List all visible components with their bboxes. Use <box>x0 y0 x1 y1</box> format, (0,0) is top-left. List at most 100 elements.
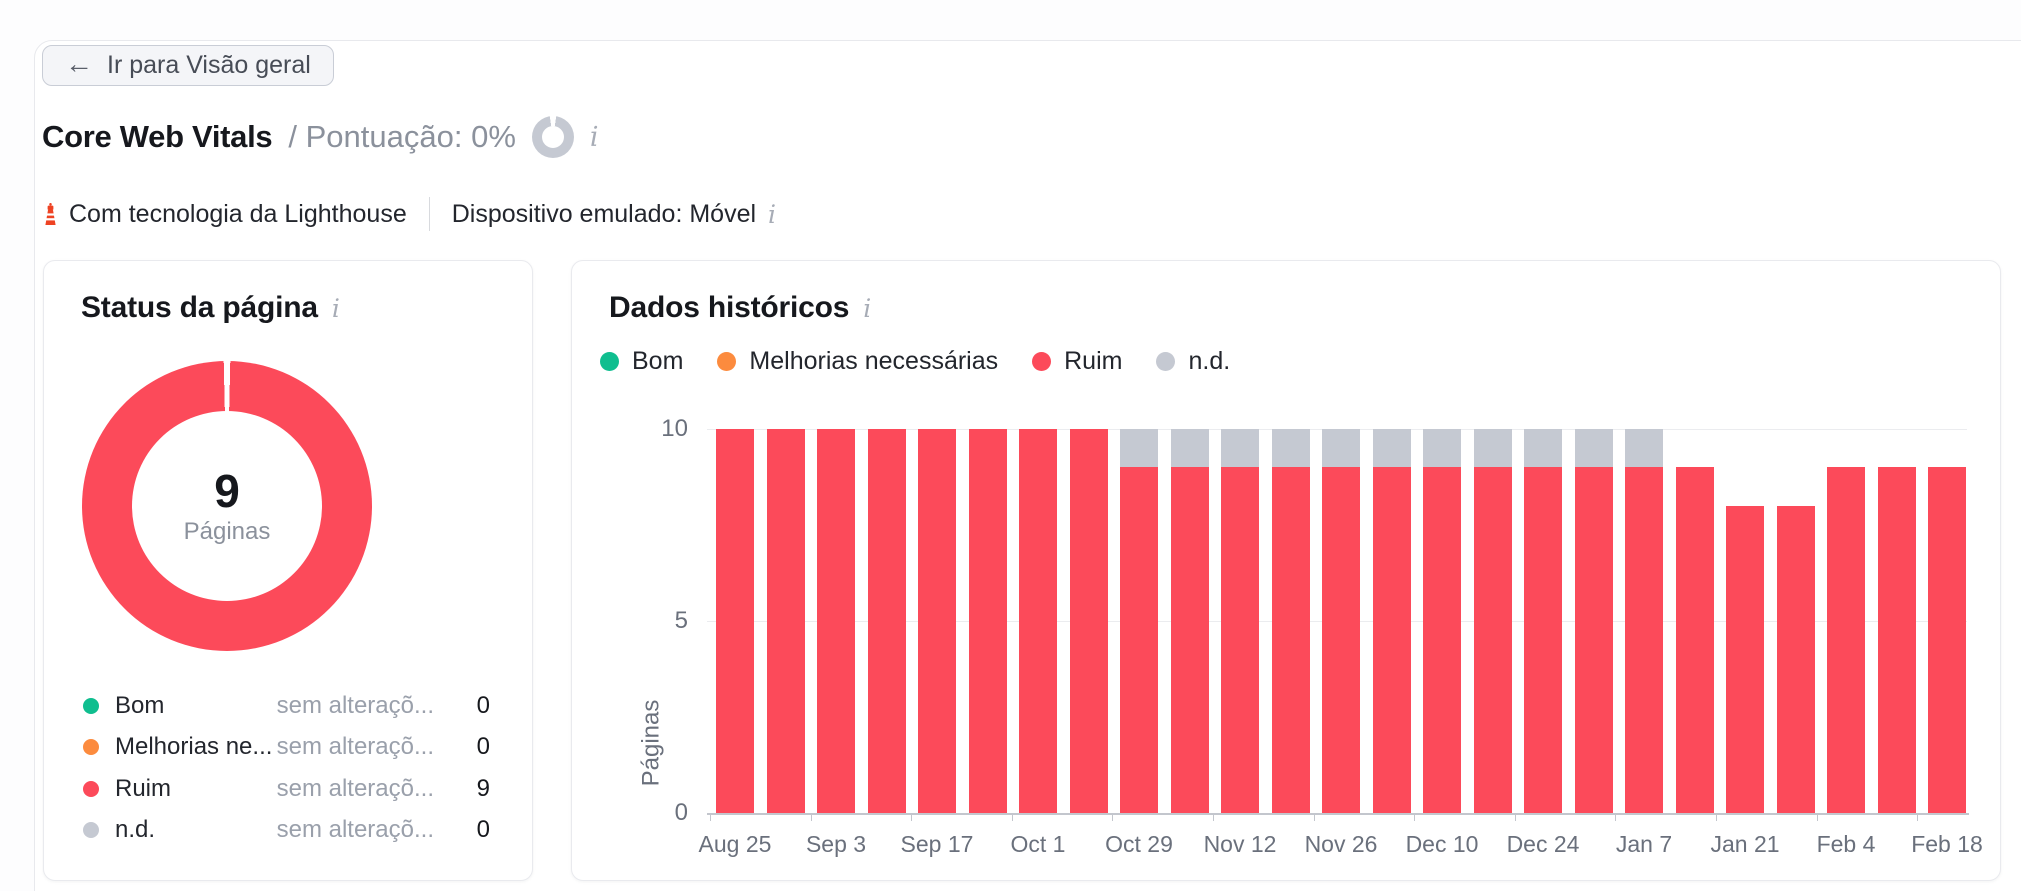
x-axis-tick <box>1213 813 1214 821</box>
bar-column[interactable] <box>817 429 855 813</box>
legend-change: sem alteraçõ... <box>276 774 434 802</box>
x-axis-label: Nov 12 <box>1203 831 1277 857</box>
status-legend-row[interactable]: Ruim sem alteraçõ... 9 <box>83 768 490 810</box>
historical-card-title: Dados históricos <box>609 291 850 324</box>
bar-segment-ruim <box>867 429 906 813</box>
bar-column[interactable] <box>1019 429 1057 813</box>
bar-column[interactable] <box>1120 429 1158 813</box>
x-label-slot: Jan 7 <box>1616 831 1672 863</box>
x-axis-tick <box>1011 813 1013 821</box>
bar-column[interactable] <box>1069 429 1108 813</box>
x-axis-tick <box>911 813 913 821</box>
x-axis-label: Feb 4 <box>1816 831 1876 857</box>
legend-label: n.d. <box>1188 347 1231 375</box>
legend-count: 0 <box>476 816 490 844</box>
legend-count: 0 <box>476 733 490 761</box>
legend-change: sem alteraçõ... <box>276 691 434 719</box>
status-info-icon[interactable]: i <box>331 293 340 323</box>
x-label-slot: Jan 21 <box>1710 831 1779 863</box>
bar-column[interactable] <box>968 429 1007 813</box>
device-info-icon[interactable]: i <box>768 199 777 229</box>
bar-column[interactable] <box>766 429 805 813</box>
bar-column[interactable] <box>1675 429 1714 813</box>
bar-column[interactable] <box>1423 429 1461 813</box>
status-legend-row[interactable]: Melhorias ne... sem alteraçõ... 0 <box>83 727 490 769</box>
legend-dot-icon <box>83 697 99 714</box>
bar-segment-n-d- <box>1372 429 1411 468</box>
status-legend-row[interactable]: n.d. sem alteraçõ... 0 <box>83 810 490 852</box>
bar-column[interactable] <box>1827 429 1865 813</box>
bar-segment-ruim <box>1322 467 1360 813</box>
x-label-slot: Aug 25 <box>699 831 772 863</box>
legend-label: Ruim <box>1064 347 1123 375</box>
legend-label: Bom <box>115 691 165 719</box>
bar-segment-ruim <box>968 429 1007 813</box>
x-axis-label: Oct 29 <box>1105 831 1173 857</box>
x-axis-label: Dec 10 <box>1405 831 1479 857</box>
bar-segment-ruim <box>1776 505 1815 813</box>
x-axis-tick <box>1414 813 1416 821</box>
x-axis-tick <box>810 813 812 821</box>
historical-card-title-row: Dados históricos i <box>609 291 871 325</box>
chart-legend-item[interactable]: Ruim <box>1032 347 1122 376</box>
historical-data-card: Dados históricos i Bom Melhorias necessár… <box>571 260 2001 881</box>
legend-dot-icon <box>1032 352 1052 371</box>
status-card-title-row: Status da página i <box>81 291 340 325</box>
bar-column[interactable] <box>1221 429 1259 813</box>
bar-column[interactable] <box>1726 429 1764 813</box>
x-axis-label: Dec 24 <box>1506 831 1580 857</box>
legend-label: Melhorias necessárias <box>749 347 999 375</box>
bar-column[interactable] <box>918 429 956 813</box>
bar-segment-n-d- <box>1524 429 1562 468</box>
bar-column[interactable] <box>1372 429 1411 813</box>
bar-column[interactable] <box>867 429 906 813</box>
chart-legend-item[interactable]: Melhorias necessárias <box>717 347 998 376</box>
bar-column[interactable] <box>1473 429 1512 813</box>
status-card-title: Status da página <box>81 291 318 324</box>
x-axis-label: Sep 3 <box>805 831 867 857</box>
bar-column[interactable] <box>1271 429 1310 813</box>
legend-count: 9 <box>476 774 490 802</box>
x-axis-tick <box>1514 813 1516 821</box>
bar-segment-ruim <box>1019 429 1057 813</box>
bar-segment-n-d- <box>1473 429 1512 468</box>
score-info-icon[interactable]: i <box>589 121 599 153</box>
divider <box>428 197 430 231</box>
bar-segment-ruim <box>1473 467 1512 813</box>
bar-segment-ruim <box>1675 467 1714 813</box>
page-title: Core Web Vitals <box>42 119 273 154</box>
meta-row: Com tecnologia da Lighthouse Dispositivo… <box>43 196 776 232</box>
y-axis-title: Páginas <box>637 699 665 787</box>
historical-info-icon[interactable]: i <box>863 293 872 323</box>
chart-legend-item[interactable]: n.d. <box>1156 347 1230 376</box>
bar-column[interactable] <box>1574 429 1613 813</box>
legend-dot-icon <box>83 780 99 797</box>
bar-column[interactable] <box>1170 429 1209 813</box>
back-to-overview-button[interactable]: ← Ir para Visão geral <box>42 45 334 86</box>
bar-segment-ruim <box>1271 467 1310 813</box>
x-label-slot <box>767 831 805 863</box>
bar-column[interactable] <box>1524 429 1562 813</box>
bar-column[interactable] <box>716 429 754 813</box>
status-legend-row[interactable]: Bom sem alteraçõ... 0 <box>83 685 490 727</box>
legend-change: sem alteraçõ... <box>276 733 434 761</box>
bar-column[interactable] <box>1625 429 1663 813</box>
x-label-slot <box>1676 831 1714 863</box>
bar-column[interactable] <box>1776 429 1815 813</box>
bar-segment-n-d- <box>1120 429 1158 468</box>
bar-column[interactable] <box>1877 429 1916 813</box>
bar-segment-ruim <box>1827 467 1865 813</box>
powered-by-label: Com tecnologia da Lighthouse <box>69 199 407 228</box>
bar-column[interactable] <box>1928 429 1966 813</box>
bar-segment-n-d- <box>1625 429 1663 468</box>
x-axis-tick <box>710 813 711 821</box>
score-label: / Pontuação: 0% <box>288 119 516 154</box>
bar-column[interactable] <box>1322 429 1360 813</box>
x-label-slot: Dec 24 <box>1507 831 1580 863</box>
x-axis-tick <box>1917 813 1919 821</box>
score-donut-icon <box>531 116 574 158</box>
chart-legend-item[interactable]: Bom <box>600 347 683 376</box>
status-donut-chart[interactable]: 9 Páginas <box>82 361 372 651</box>
x-label-slot: Feb 18 <box>1911 831 1983 863</box>
